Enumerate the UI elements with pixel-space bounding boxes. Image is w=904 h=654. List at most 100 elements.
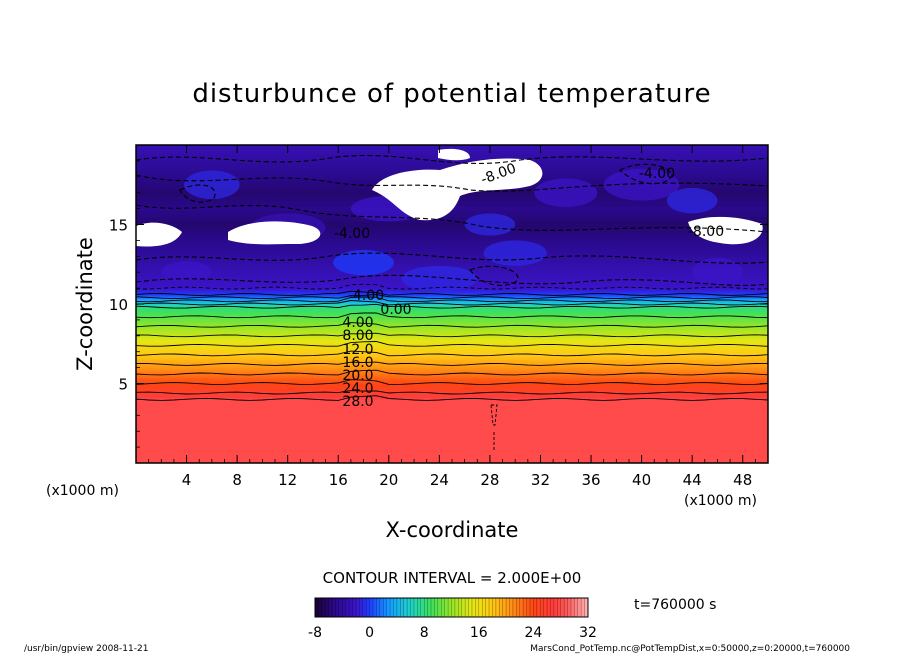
colorbar-segment bbox=[386, 598, 391, 617]
field-band bbox=[136, 305, 768, 309]
colorbar-segment bbox=[543, 598, 548, 617]
colorbar-segment bbox=[441, 598, 445, 617]
colorbar-segment bbox=[499, 598, 503, 617]
field-band bbox=[136, 251, 768, 255]
field-band bbox=[136, 164, 768, 168]
contour-line bbox=[136, 252, 768, 264]
x-tick-label: 12 bbox=[278, 471, 297, 489]
field-band bbox=[136, 412, 768, 416]
colorbar-segment bbox=[321, 598, 326, 617]
field-band bbox=[136, 303, 768, 307]
colorbar-segment bbox=[417, 598, 422, 617]
colorbar-segment bbox=[567, 598, 572, 617]
contour-line bbox=[619, 163, 673, 185]
field-band bbox=[136, 229, 768, 233]
field-band bbox=[136, 220, 768, 224]
field-band bbox=[136, 375, 768, 379]
field-band bbox=[136, 210, 768, 214]
colorbar-segment bbox=[400, 598, 405, 617]
colorbar-segment bbox=[516, 598, 521, 617]
field-band bbox=[136, 243, 768, 247]
colorbar-segment bbox=[352, 598, 357, 617]
field-band bbox=[136, 233, 768, 237]
field-band bbox=[136, 367, 768, 371]
colorbar-segment bbox=[523, 598, 527, 617]
contour-label: 8.00 bbox=[342, 328, 373, 344]
colorbar-tick-label: 16 bbox=[470, 625, 488, 641]
field-band bbox=[136, 363, 768, 367]
colorbar-segment bbox=[396, 598, 401, 617]
field-band bbox=[136, 224, 768, 227]
colorbar-segment bbox=[553, 598, 558, 617]
colorbar-segment bbox=[482, 598, 486, 617]
field-band bbox=[136, 253, 768, 257]
field-band bbox=[136, 400, 768, 404]
colorbar-segment bbox=[557, 598, 561, 617]
field-band bbox=[136, 337, 768, 341]
x-unit-label: (x1000 m) bbox=[684, 493, 757, 509]
contour-line bbox=[136, 390, 768, 395]
colorbar-segment bbox=[581, 598, 585, 617]
field-band bbox=[136, 402, 768, 406]
field-band bbox=[136, 291, 768, 295]
colorbar-segment bbox=[345, 598, 350, 617]
field-band bbox=[136, 323, 768, 327]
contour-line bbox=[179, 184, 216, 203]
field-band bbox=[136, 307, 768, 311]
field-band bbox=[136, 218, 768, 222]
field-band bbox=[136, 247, 768, 251]
contour-line bbox=[136, 341, 768, 347]
contour-line bbox=[136, 294, 768, 300]
colorbar-segment bbox=[465, 598, 469, 617]
colorbar-segment bbox=[540, 598, 544, 617]
field-band bbox=[136, 333, 768, 337]
field-band bbox=[136, 321, 768, 325]
contour-line bbox=[136, 350, 768, 357]
field-band bbox=[136, 446, 768, 450]
field-band bbox=[136, 222, 768, 225]
field-band bbox=[136, 349, 768, 353]
colorbar-segment bbox=[570, 598, 575, 617]
field-band bbox=[136, 216, 768, 220]
colorbar-segment bbox=[359, 598, 364, 617]
contour-line bbox=[136, 379, 768, 385]
colorbar-segment bbox=[315, 598, 319, 617]
contour-line bbox=[136, 361, 768, 366]
colorbar-tick-label: 24 bbox=[524, 625, 542, 641]
field-band bbox=[136, 448, 768, 452]
z-axis: 5 10 15 bbox=[109, 160, 768, 448]
colorbar-segment bbox=[506, 598, 510, 617]
field-band bbox=[136, 420, 768, 424]
colorbar-segment bbox=[529, 598, 534, 617]
field-band bbox=[136, 454, 768, 458]
contour-label: 4.00 bbox=[342, 315, 373, 331]
colorbar-stripes bbox=[314, 597, 589, 618]
contour-labels: -8.00 -4.00-8.00-4.00-4.000.004.008.0012.… bbox=[334, 161, 724, 410]
z-tick-label: 10 bbox=[109, 296, 128, 314]
field-band bbox=[136, 418, 768, 422]
field-band bbox=[136, 245, 768, 249]
turbulent-eddy bbox=[666, 187, 718, 214]
x-tick-label: 40 bbox=[632, 471, 651, 489]
chart-title: disturbunce of potential temperature bbox=[192, 79, 711, 109]
field-band bbox=[136, 339, 768, 343]
x-tick-label: 20 bbox=[379, 471, 398, 489]
field-band bbox=[136, 434, 768, 438]
turbulent-eddy bbox=[184, 170, 240, 200]
field-band bbox=[136, 373, 768, 377]
turbulent-eddy bbox=[692, 257, 743, 287]
field-band bbox=[136, 235, 768, 239]
field-band bbox=[136, 377, 768, 381]
colorbar-segment bbox=[574, 598, 579, 617]
time-label: t=760000 s bbox=[634, 597, 716, 613]
turbulent-eddy bbox=[401, 265, 478, 292]
turbulent-eddy bbox=[161, 261, 212, 284]
out-of-range-region bbox=[438, 148, 470, 161]
contour-label: 24.0 bbox=[342, 381, 373, 397]
field-band bbox=[136, 406, 768, 410]
field-band bbox=[136, 369, 768, 373]
colorbar-segment bbox=[342, 598, 347, 617]
colorbar-segment bbox=[448, 598, 452, 617]
field-band bbox=[136, 416, 768, 420]
colorbar-segment bbox=[434, 598, 439, 617]
